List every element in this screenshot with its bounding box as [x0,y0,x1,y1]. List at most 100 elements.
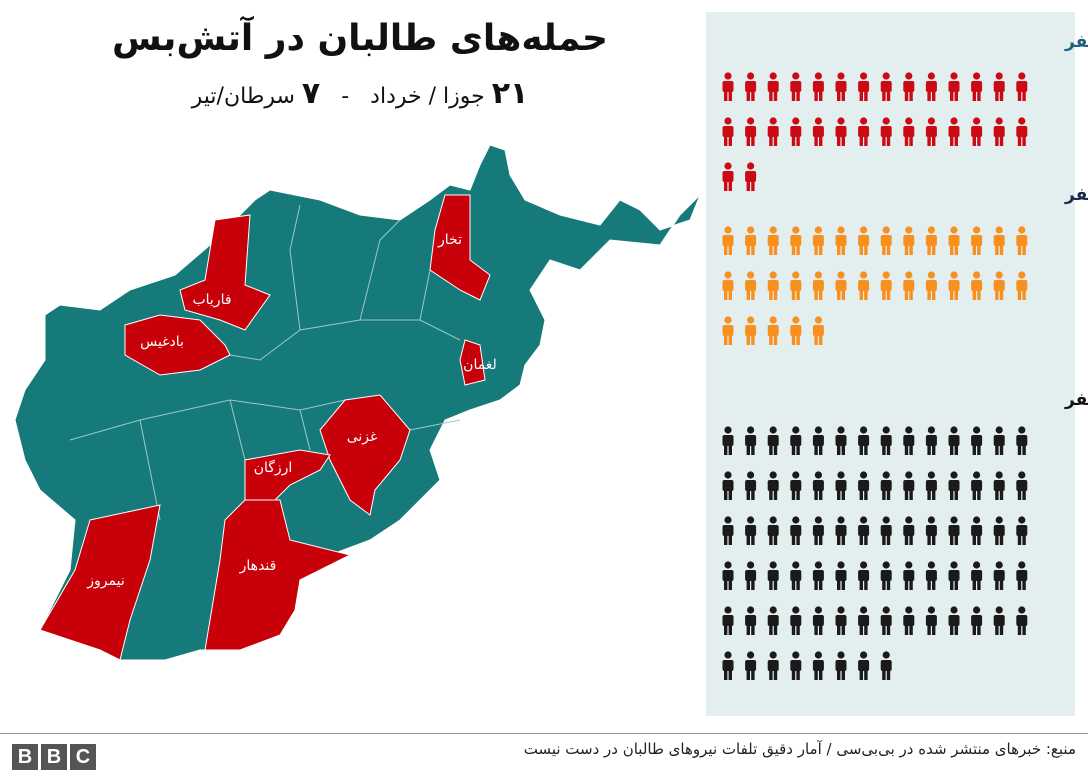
icon-body [835,435,847,446]
icon-head [927,516,936,524]
icon-head [882,72,890,80]
start-day: ۲۱ [491,76,529,111]
icon-body [971,81,983,92]
icon-body [790,525,802,536]
icon-head [905,72,913,80]
icon-leg [724,669,728,680]
icon-leg [814,135,818,146]
person-icon [722,651,734,680]
icon-body [858,435,870,446]
person-icon [993,226,1005,255]
icon-body [790,660,802,671]
icon-leg [773,669,778,680]
person-icon [1016,271,1028,300]
person-icon [858,561,870,590]
icon-leg [954,624,958,635]
icon-body [948,280,960,291]
person-icon [812,471,824,500]
icon-leg [972,289,976,300]
person-icon [722,471,734,500]
icon-leg [909,135,913,146]
person-icon [1016,426,1028,455]
icon-leg [751,534,755,545]
icon-body [835,615,847,626]
icon-head [814,606,823,614]
icon-head [769,426,777,434]
icon-body [880,525,892,536]
icon-leg [728,444,732,455]
person-icon [790,651,802,680]
icon-head [927,226,936,234]
icon-leg [977,244,981,255]
person-icon [812,226,824,255]
icon-body [812,435,824,446]
icon-head [995,117,1003,125]
icon-leg [837,90,841,101]
icon-head [837,651,845,659]
icon-leg [837,534,841,545]
province-ghazni [319,394,411,516]
icon-body [858,615,870,626]
icon-body [722,81,734,92]
icon-head [814,117,823,125]
person-icon [880,226,892,255]
subtitle: ۲۱ جوزا / خرداد - ۷ سرطان/تیر [60,76,660,111]
icon-leg [724,444,728,455]
person-icon [767,316,779,345]
icon-leg [769,669,773,680]
icon-body [812,615,824,626]
icon-body [948,126,960,137]
icon-leg [769,534,773,545]
icon-body [722,480,734,491]
icon-head [860,561,868,569]
icon-body [880,235,892,246]
icon-body [767,126,779,137]
icon-leg [999,444,1004,455]
person-icon [790,471,802,500]
icon-leg [995,244,999,255]
person-icon [812,426,824,455]
icon-leg [791,489,796,500]
icon-head [792,426,800,434]
icon-leg [859,624,863,635]
icon-leg [999,489,1004,500]
icon-body [1016,126,1028,137]
icon-leg [977,624,981,635]
icon-head [860,516,868,524]
person-icon [858,516,870,545]
icon-leg [769,135,773,146]
icon-leg [769,579,773,590]
icon-leg [796,444,800,455]
icon-leg [886,135,891,146]
icon-leg [904,534,909,545]
province-faryab [179,214,271,331]
icon-leg [859,669,863,680]
icon-body [903,81,915,92]
icon-head [950,226,958,234]
icon-body [925,81,937,92]
icon-body [722,171,734,182]
logo-letter: B [41,744,67,770]
person-icon [722,426,734,455]
icon-body [812,480,824,491]
pictogram: تلفات غیر نظامی: ۳۰ نفر گروگان‌گیری غیر ن… [722,32,1088,680]
icon-head [747,471,755,479]
person-icon [1016,561,1028,590]
person-icon [790,316,802,345]
person-icon [903,561,915,590]
person-icon [812,72,824,101]
icon-leg [746,180,750,191]
icon-body [948,480,960,491]
icon-body [1016,570,1028,581]
icon-leg [751,90,755,101]
icon-leg [864,244,868,255]
icon-head [724,516,732,524]
icon-body [745,171,757,182]
icon-leg [814,244,818,255]
person-icon [812,316,824,345]
icon-body [993,480,1005,491]
icon-head [927,471,936,479]
icon-head [747,561,755,569]
person-icon [835,471,847,500]
icon-head [995,226,1003,234]
